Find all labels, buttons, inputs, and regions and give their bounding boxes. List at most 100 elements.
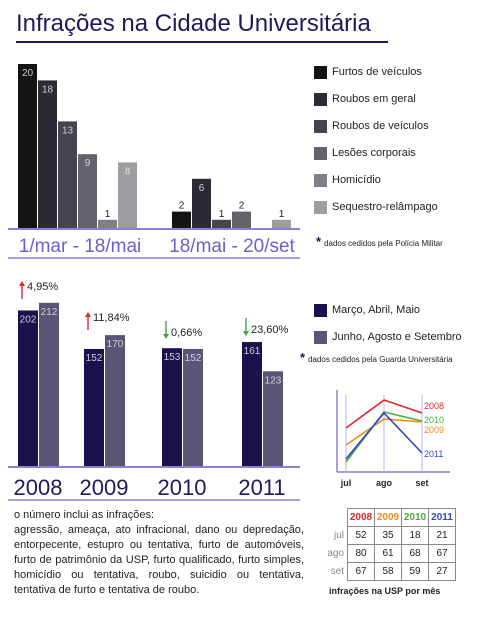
table-row-label: ago — [327, 548, 344, 559]
table-cell: 21 — [428, 526, 456, 545]
chart1-bar — [118, 162, 137, 228]
chart2-data-label: 212 — [41, 307, 58, 318]
chart2-data-label: 161 — [244, 346, 261, 357]
chart1-data-label: 1 — [279, 209, 285, 220]
table-column-header: 2010 — [401, 508, 429, 527]
chart2-change-annotation: 0,66% — [171, 327, 202, 339]
chart3-series-label: 2008 — [424, 401, 444, 411]
legend-label: Sequestro-relâmpago — [332, 201, 438, 213]
chart2-data-label: 152 — [185, 353, 202, 364]
table-cell: 67 — [428, 544, 456, 563]
chart1-data-label: 2 — [239, 201, 245, 212]
chart1-bar — [212, 219, 231, 228]
chart2-data-label: 153 — [164, 352, 181, 363]
table-row: jul 52 35 18 21 — [318, 526, 456, 545]
chart3-tick-label: set — [415, 478, 428, 488]
table-cell: 68 — [401, 544, 429, 563]
arrow-down-icon — [243, 331, 249, 336]
chart1-data-label: 1 — [219, 209, 225, 220]
chart2-category-label: 2011 — [238, 475, 285, 500]
chart1-bar — [98, 219, 117, 228]
chart3-series-line — [345, 399, 423, 429]
description-body: agressão, ameaça, ato infracional, dano … — [14, 524, 304, 596]
table-cell: 27 — [428, 562, 456, 581]
table-cell: 59 — [401, 562, 429, 581]
legend-swatch — [314, 120, 327, 133]
legend-swatch — [314, 66, 327, 79]
legend-swatch — [314, 331, 327, 344]
chart2-data-label: 152 — [86, 353, 103, 364]
chart2-category-label: 2010 — [158, 475, 207, 500]
monthly-table: 2008 2009 2010 2011 jul 52 35 18 21 ago 80 61 68 67 se… — [318, 508, 456, 581]
chart1-data-label: 20 — [22, 68, 34, 79]
legend-swatch — [314, 93, 327, 106]
chart2-source-note: * dados cedidos pela Guarda Universitária — [300, 350, 453, 365]
arrow-up-icon — [85, 312, 91, 317]
legend-swatch — [314, 201, 327, 214]
table-cell: 58 — [374, 562, 402, 581]
legend-label: Junho, Agosto e Setembro — [332, 331, 462, 343]
legend-swatch — [314, 147, 327, 160]
chart2-bar — [263, 371, 283, 466]
chart3-tick-label: ago — [376, 478, 393, 488]
chart1-data-label: 9 — [85, 158, 91, 169]
title-underline — [16, 41, 388, 43]
table-cell: 18 — [401, 526, 429, 545]
arrow-down-icon — [163, 334, 169, 339]
table-row-label: set — [330, 566, 344, 577]
chart1-data-label: 1 — [105, 209, 111, 220]
legend-label: Furtos de veículos — [332, 66, 422, 78]
chart1-data-label: 18 — [42, 84, 54, 95]
chart3-series-line — [345, 418, 423, 446]
chart2-data-label: 170 — [107, 339, 124, 350]
legend-label: Roubos em geral — [332, 93, 416, 105]
chart3-tick-label: jul — [340, 478, 352, 488]
chart2-note-text: dados cedidos pela Guarda Universitária — [308, 355, 453, 364]
asterisk-icon: * — [316, 234, 322, 249]
table-row-label: jul — [333, 530, 344, 541]
chart1-bar — [78, 154, 97, 228]
table-cell: 61 — [374, 544, 402, 563]
chart2-change-annotation: 23,60% — [251, 324, 289, 336]
chart1-bar — [18, 64, 37, 228]
arrow-up-icon — [19, 281, 25, 286]
legend-label: Roubos de veículos — [332, 120, 429, 132]
table-caption: infrações na USP por mês — [329, 586, 441, 596]
chart1-source-note: * dados cedidos pela Polícia Militar — [316, 234, 443, 249]
chart1-bar — [192, 178, 211, 228]
chart1-data-label: 6 — [199, 183, 205, 194]
chart3-series-label: 2009 — [424, 425, 444, 435]
chart3-series-label: 2010 — [424, 415, 444, 425]
asterisk-icon: * — [300, 350, 306, 365]
chart1-note-text: dados cedidos pela Polícia Militar — [324, 239, 443, 248]
table-row: set 67 58 59 27 — [318, 562, 456, 581]
chart2-change-annotation: 11,84% — [93, 312, 130, 324]
table-column-header: 2008 — [347, 508, 375, 527]
table-row: ago 80 61 68 67 — [318, 544, 456, 563]
description-lead: o número inclui as infrações: — [14, 509, 155, 521]
legend-swatch — [314, 174, 327, 187]
table-cell: 80 — [347, 544, 375, 563]
chart1-data-label: 13 — [62, 125, 74, 136]
chart1-bar — [172, 211, 191, 228]
chart2-category-label: 2009 — [80, 475, 129, 500]
chart2-change-annotation: 4,95% — [27, 281, 58, 293]
table-column-header: 2011 — [428, 508, 456, 527]
chart1-category-label: 1/mar - 18/mai — [19, 236, 141, 257]
table-cell: 52 — [347, 526, 375, 545]
chart2-bar — [242, 342, 262, 466]
chart1-bar — [272, 219, 291, 228]
table-corner — [318, 509, 348, 527]
chart2-data-label: 123 — [265, 375, 282, 386]
chart1-bar — [232, 211, 251, 228]
chart1-bar — [38, 80, 57, 229]
infractions-description: o número inclui as infrações: agressão, … — [14, 508, 304, 598]
chart2-category-label: 2008 — [14, 475, 63, 500]
chart3-series-line — [345, 411, 423, 460]
chart2-bar — [84, 348, 104, 466]
chart2-bar — [183, 348, 203, 466]
chart1-bar — [58, 121, 77, 228]
table-cell: 67 — [347, 562, 375, 581]
chart3-series-label: 2011 — [424, 449, 443, 459]
